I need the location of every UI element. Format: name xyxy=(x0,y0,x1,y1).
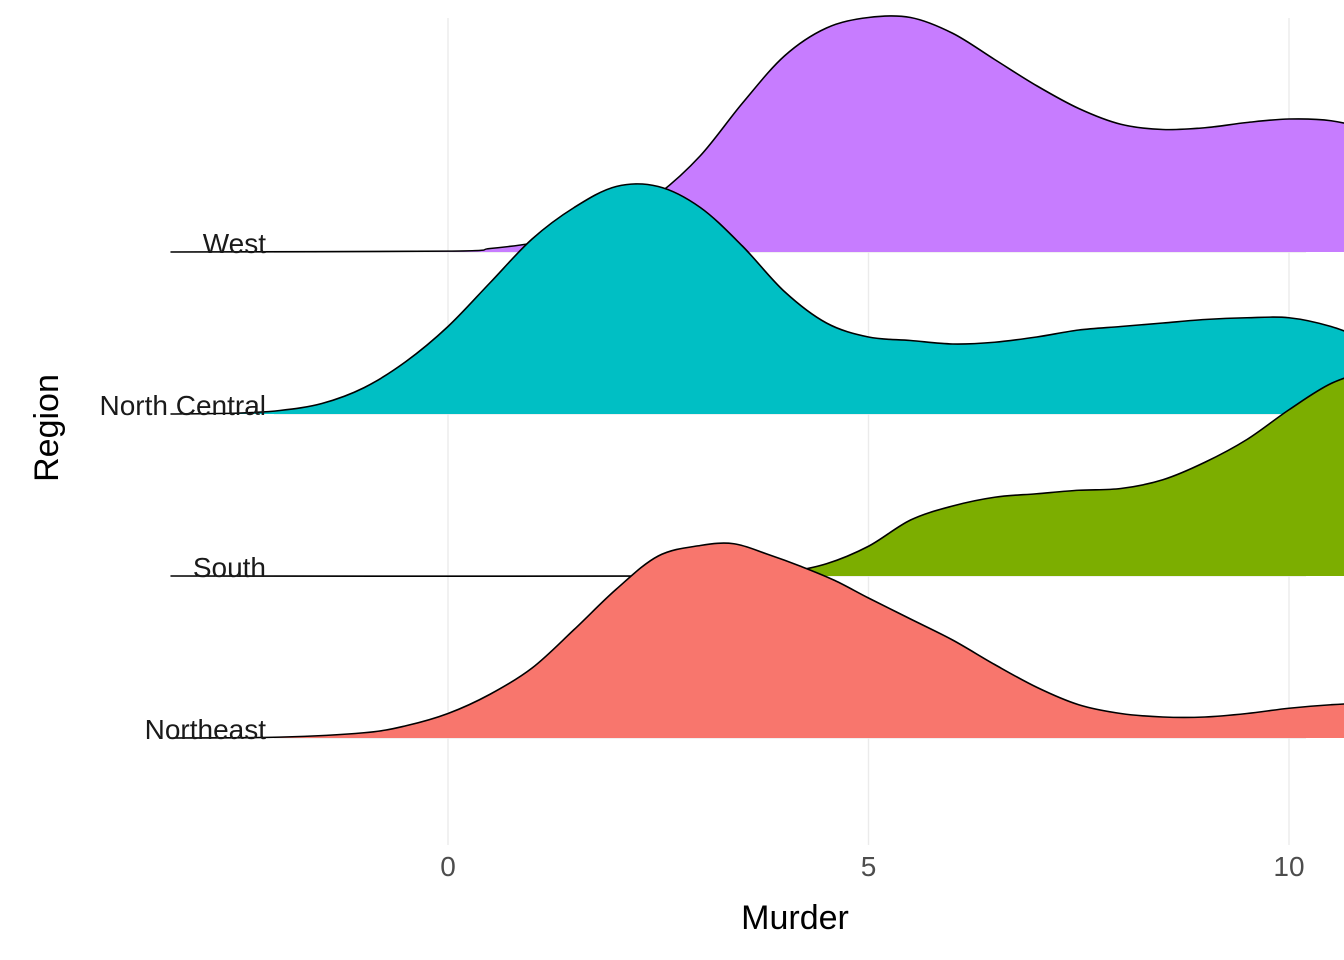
y-tick-labels: Northeast South North Central West xyxy=(99,228,266,745)
ridge-north-central xyxy=(170,183,1344,415)
ridge-outline xyxy=(170,542,1344,739)
y-tick-label: Northeast xyxy=(145,714,267,745)
x-tick-labels: 05101520 xyxy=(440,851,1304,882)
ridge-area xyxy=(170,378,1344,577)
ridge-area xyxy=(170,543,1344,738)
ridge-south xyxy=(170,377,1344,578)
x-tick-label: 0 xyxy=(440,851,456,882)
ridge-outline xyxy=(170,183,1344,415)
y-tick-label: South xyxy=(193,552,266,583)
y-axis-title: Region xyxy=(28,374,66,482)
x-tick-label: 5 xyxy=(861,851,877,882)
ridge-outline xyxy=(170,377,1344,578)
y-tick-label: North Central xyxy=(99,390,266,421)
ridge-area xyxy=(170,15,1344,252)
ridge-area xyxy=(170,183,1344,414)
x-axis-title: Murder xyxy=(741,899,849,937)
ridge-northeast xyxy=(170,542,1344,739)
ridge-west xyxy=(170,15,1344,253)
ridges xyxy=(170,15,1344,739)
y-tick-label: West xyxy=(203,228,266,259)
x-tick-label: 10 xyxy=(1273,851,1304,882)
